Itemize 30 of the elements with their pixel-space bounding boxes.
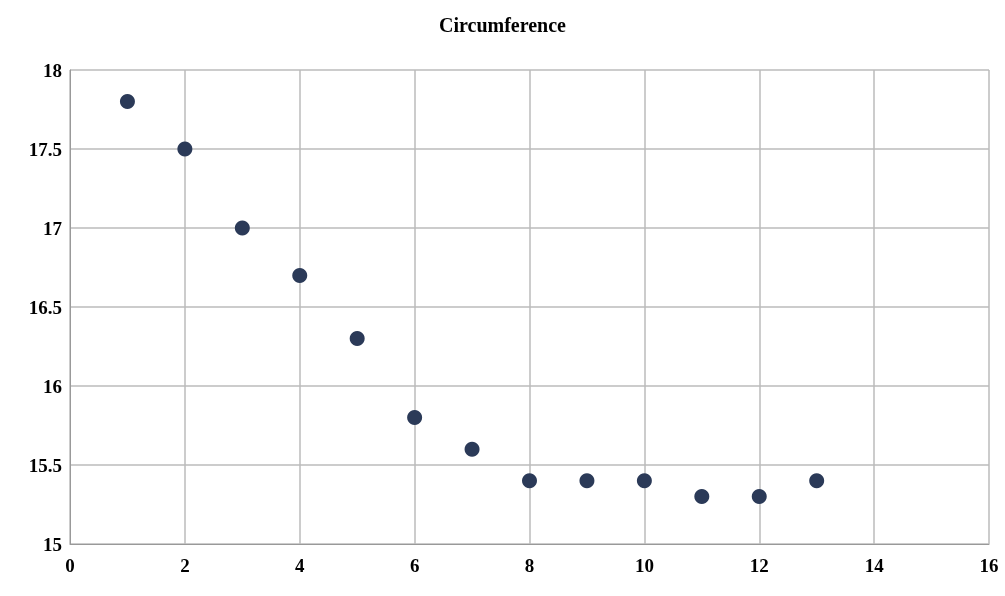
y-tick-label: 17.5 [28,138,62,160]
x-tick-label: 16 [979,555,999,576]
point [234,220,250,236]
point [522,473,537,489]
x-tick-label: 0 [65,555,75,576]
point [119,94,135,110]
point [177,141,193,157]
point [751,489,767,505]
x-tick-label: 14 [864,555,885,576]
point [579,473,595,489]
y-tick-label: 15 [43,533,62,555]
y-tick-label: 15.5 [28,454,62,476]
x-tick-label: 6 [409,555,420,576]
point [694,489,710,505]
x-tick-label: 12 [749,555,769,576]
x-tick-label: 10 [634,555,654,576]
chart-title: Circumference [439,14,567,36]
point [407,410,423,426]
point [636,473,652,489]
point [349,331,365,347]
y-tick-label: 17 [43,217,63,239]
y-tick-label: 16.5 [28,296,62,318]
y-tick-label: 16 [43,375,62,397]
x-tick-label: 2 [180,555,190,576]
point [464,441,480,457]
x-tick-label: 4 [295,555,305,576]
y-tick-label: 18 [43,59,62,81]
point [809,473,825,489]
point [292,267,308,283]
x-tick-label: 8 [524,555,535,576]
